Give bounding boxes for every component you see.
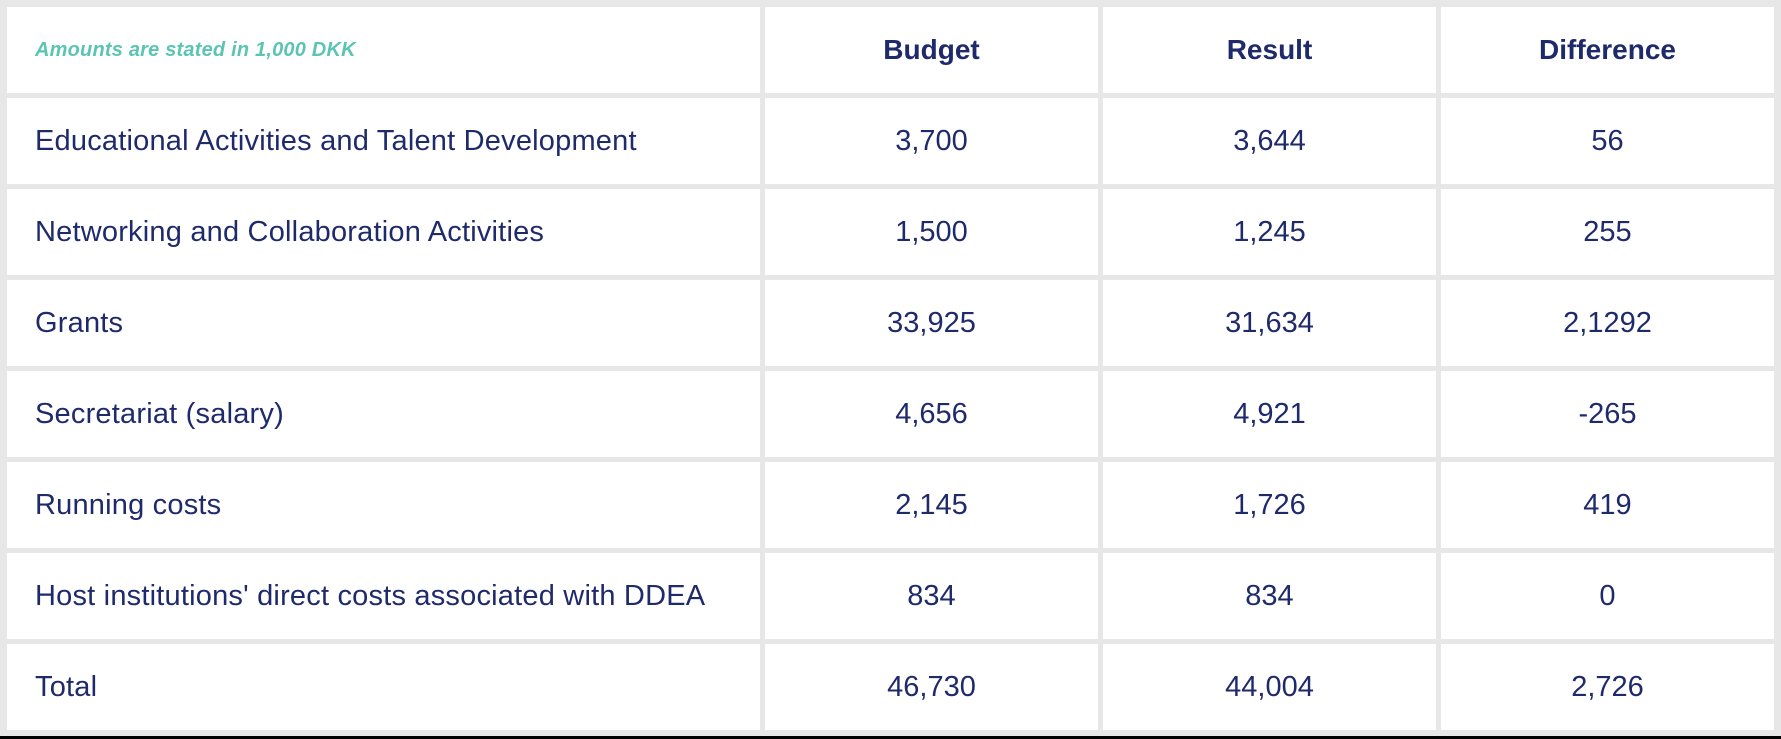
- result-value: 834: [1103, 553, 1436, 639]
- row-label: Networking and Collaboration Activities: [7, 189, 760, 275]
- row-label: Secretariat (salary): [7, 371, 760, 457]
- result-value: 1,245: [1103, 189, 1436, 275]
- difference-value: 2,1292: [1441, 280, 1774, 366]
- row-label: Running costs: [7, 462, 760, 548]
- table-row: Host institutions' direct costs associat…: [7, 553, 1774, 639]
- column-header-difference: Difference: [1441, 7, 1774, 93]
- difference-value: -265: [1441, 371, 1774, 457]
- header-row: Amounts are stated in 1,000 DKK Budget R…: [7, 7, 1774, 93]
- table-row: Running costs 2,145 1,726 419: [7, 462, 1774, 548]
- total-row: Total 46,730 44,004 2,726: [7, 644, 1774, 730]
- total-difference-value: 2,726: [1441, 644, 1774, 730]
- budget-value: 2,145: [765, 462, 1098, 548]
- result-value: 1,726: [1103, 462, 1436, 548]
- budget-value: 33,925: [765, 280, 1098, 366]
- table-row: Grants 33,925 31,634 2,1292: [7, 280, 1774, 366]
- budget-value: 3,700: [765, 98, 1098, 184]
- result-value: 4,921: [1103, 371, 1436, 457]
- budget-value: 4,656: [765, 371, 1098, 457]
- difference-value: 419: [1441, 462, 1774, 548]
- column-header-result: Result: [1103, 7, 1436, 93]
- total-label: Total: [7, 644, 760, 730]
- row-label: Host institutions' direct costs associat…: [7, 553, 760, 639]
- difference-value: 255: [1441, 189, 1774, 275]
- difference-value: 0: [1441, 553, 1774, 639]
- table-row: Educational Activities and Talent Develo…: [7, 98, 1774, 184]
- result-value: 3,644: [1103, 98, 1436, 184]
- table-row: Networking and Collaboration Activities …: [7, 189, 1774, 275]
- row-label: Grants: [7, 280, 760, 366]
- column-header-budget: Budget: [765, 7, 1098, 93]
- amounts-note: Amounts are stated in 1,000 DKK: [7, 7, 760, 93]
- budget-value: 834: [765, 553, 1098, 639]
- total-budget-value: 46,730: [765, 644, 1098, 730]
- result-value: 31,634: [1103, 280, 1436, 366]
- total-result-value: 44,004: [1103, 644, 1436, 730]
- table-row: Secretariat (salary) 4,656 4,921 -265: [7, 371, 1774, 457]
- difference-value: 56: [1441, 98, 1774, 184]
- budget-value: 1,500: [765, 189, 1098, 275]
- row-label: Educational Activities and Talent Develo…: [7, 98, 760, 184]
